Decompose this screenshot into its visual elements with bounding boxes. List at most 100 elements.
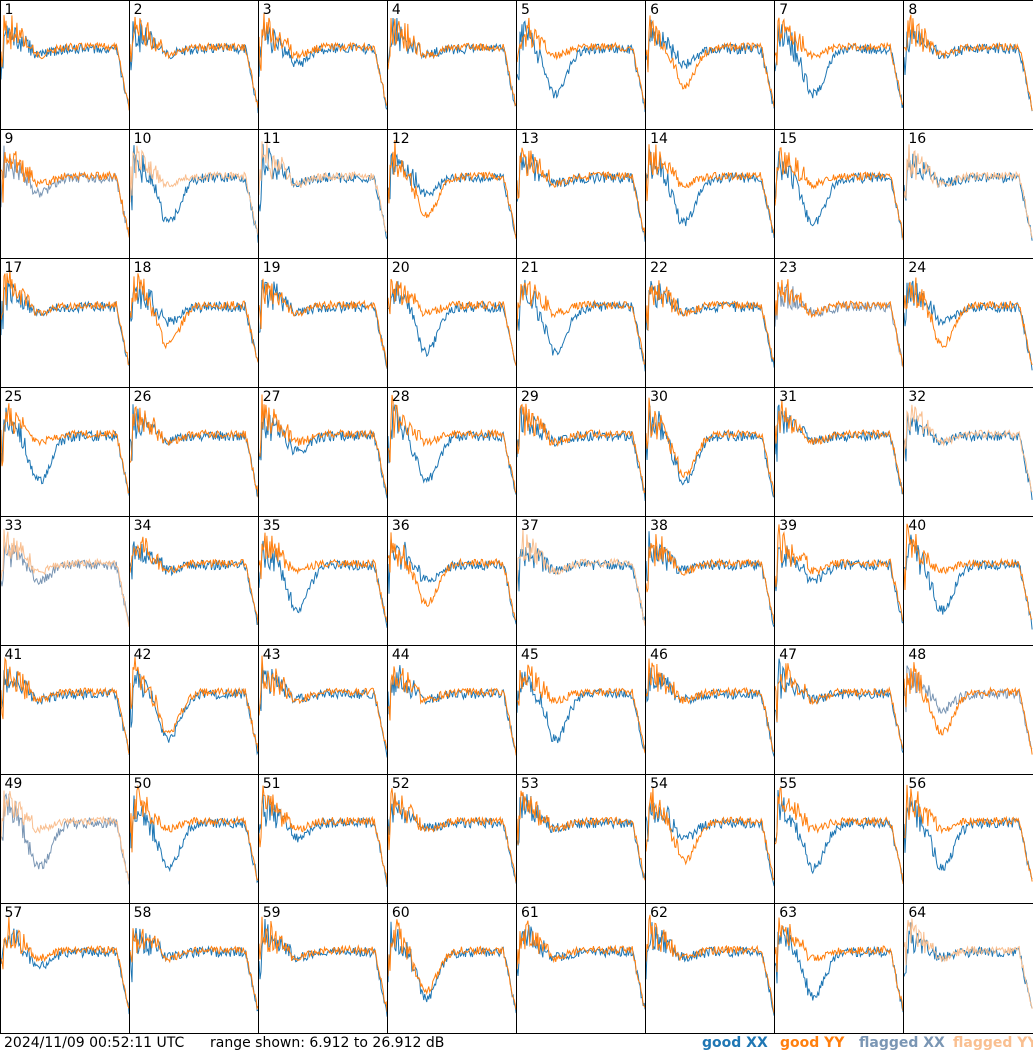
panel-number: 34 [133,518,152,534]
spectrum-plot [517,528,646,627]
panel-number: 27 [262,388,281,405]
yy-trace [646,787,775,882]
xx-trace [646,280,775,368]
yy-trace [517,280,646,365]
xx-trace [517,152,646,242]
panel-number: 4 [391,1,401,18]
xx-trace [258,919,387,1018]
spectrum-panel: 64 [903,903,1033,1034]
spectrum-panel: 60 [386,903,517,1034]
spectrum-plot [646,787,775,887]
spectrum-plot [517,147,646,242]
panel-number: 8 [908,1,918,18]
panel-number: 49 [4,776,23,793]
yy-trace [517,528,646,627]
panel-number: 40 [908,518,927,534]
panel-number: 15 [779,130,798,147]
panel-number: 59 [262,905,281,922]
yy-trace [904,662,1033,755]
yy-trace [775,524,904,622]
spectrum-plot [129,784,258,884]
yy-trace [775,663,904,749]
xx-trace [775,283,904,366]
spectrum-plot [258,141,387,239]
xx-trace [517,793,646,881]
panel-number: 19 [262,259,281,276]
spectrum-panel: 61 [516,903,647,1034]
spectrum-plot [258,278,387,369]
spectrum-panel: 53 [516,774,647,905]
spectrum-plot [129,657,258,756]
panel-number: 3 [262,1,272,18]
spectrum-panel: 30 [645,386,776,517]
range-text: range shown: 6.912 to 26.912 dB [210,1035,445,1051]
panel-number: 32 [908,388,927,405]
yy-trace [517,790,646,881]
spectrum-panel: 58 [128,903,259,1034]
yy-trace [0,403,129,494]
spectrum-plot [904,662,1033,755]
xx-trace [517,671,646,751]
spectrum-panel: 4 [386,0,517,130]
spectrum-panel: 11 [257,128,388,259]
yy-trace [775,917,904,1012]
yy-trace [387,278,516,366]
spectrum-panel: 46 [645,645,776,776]
spectrum-plot [775,400,904,495]
spectrum-plot [0,145,129,238]
spectrum-panel: 45 [516,645,647,776]
spectrum-panel: 23 [774,257,905,388]
xx-trace [646,19,775,108]
panel-number: 11 [262,130,281,147]
spectrum-plot [904,785,1033,882]
timestamp: 2024/11/09 00:52:11 UTC [4,1035,185,1051]
spectrum-panel: 57 [0,903,130,1034]
spectrum-panel: 38 [645,516,776,647]
xx-trace [904,26,1033,111]
spectrum-panel: 42 [128,645,259,776]
yy-trace [387,139,516,239]
spectrum-plot [387,17,516,107]
footer: 2024/11/09 00:52:11 UTC range shown: 6.9… [0,1033,1033,1053]
spectrum-plot [904,277,1033,371]
yy-trace [387,532,516,621]
spectrum-plot [775,17,904,108]
spectrum-panel: 8 [903,0,1033,130]
yy-trace [129,928,258,1011]
spectrum-panel: 6 [645,0,776,130]
yy-trace [775,787,904,885]
spectrum-panel: 44 [386,645,517,776]
spectrum-plot [129,404,258,498]
xx-trace [775,23,904,108]
yy-trace [646,658,775,752]
panel-number: 21 [521,259,539,276]
yy-trace [904,785,1033,882]
spectrum-plot [775,278,904,368]
xx-trace [0,25,129,107]
xx-trace [904,413,1033,500]
spectrum-plot [387,532,516,625]
xx-trace [646,667,775,757]
spectrum-plot [387,139,516,239]
panel-number: 6 [650,1,660,18]
spectrum-plot [517,920,646,1010]
panel-number: 24 [908,259,927,276]
spectrum-panel: 9 [0,128,130,259]
yy-trace [646,915,775,1014]
spectrum-panel: 33 [0,516,130,647]
yy-trace [129,16,258,108]
spectrum-plot [775,146,904,240]
yy-trace [646,397,775,497]
yy-trace [0,150,129,238]
panel-number: 20 [391,259,410,276]
spectrum-plot [129,273,258,363]
spectrum-panel: 39 [774,516,905,647]
spectrum-panel: 17 [0,257,130,388]
spectrum-panel: 22 [645,257,776,388]
xx-trace [904,153,1033,241]
spectrum-plot [129,144,258,243]
yy-trace [129,536,258,625]
spectrum-plot [646,14,775,108]
yy-trace [387,666,516,756]
xx-trace [387,280,516,365]
